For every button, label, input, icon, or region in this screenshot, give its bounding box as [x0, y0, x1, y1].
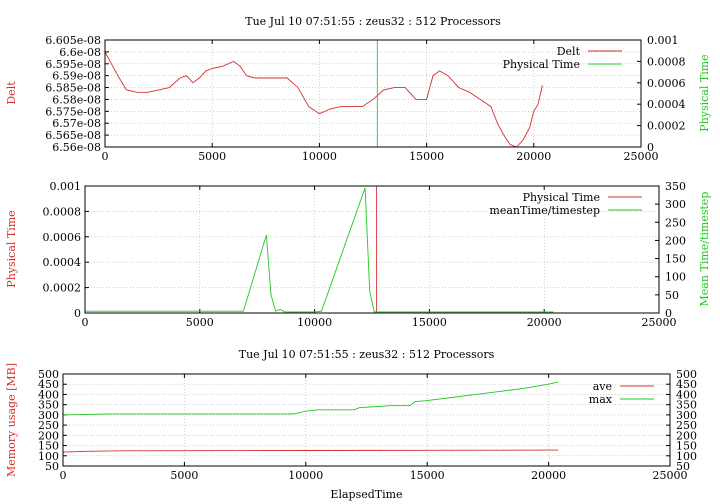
y2-tick-label: 0.0004	[647, 98, 686, 111]
y2-tick-label: 150	[676, 440, 697, 453]
y2-tick-label: 150	[665, 253, 686, 266]
x-tick-label: 10000	[288, 469, 323, 482]
y2-tick-label: 100	[665, 271, 686, 284]
y-tick-label: 6.57e-08	[52, 117, 101, 130]
x-tick-label: 0	[102, 150, 109, 163]
y2-axis-label: Physical Time	[698, 54, 711, 131]
y2-tick-label: 100	[676, 450, 697, 463]
y-tick-label: 0.0002	[43, 282, 82, 295]
y2-tick-label: 50	[665, 289, 679, 302]
y2-tick-label: 0.0006	[647, 77, 686, 90]
y-tick-label: 6.56e-08	[52, 141, 101, 154]
x-axis-label: ElapsedTime	[330, 488, 402, 501]
y-tick-label: 250	[38, 419, 59, 432]
chart-title: Tue Jul 10 07:51:55 : zeus32 : 512 Proce…	[239, 348, 495, 361]
legend-label: Physical Time	[503, 58, 580, 71]
x-tick-label: 15000	[410, 469, 445, 482]
y2-tick-label: 500	[676, 368, 697, 381]
x-tick-label: 5000	[198, 150, 226, 163]
x-tick-label: 25000	[653, 469, 688, 482]
y2-tick-label: 0.0008	[647, 55, 686, 68]
y-axis-label: Delt	[5, 81, 18, 105]
y-tick-label: 150	[38, 440, 59, 453]
y-tick-label: 350	[38, 399, 59, 412]
y2-tick-label: 350	[676, 399, 697, 412]
y-tick-label: 100	[38, 450, 59, 463]
y-tick-label: 0	[74, 307, 81, 320]
x-tick-label: 20000	[516, 150, 551, 163]
x-tick-label: 10000	[297, 316, 332, 329]
y-axis-label: Physical Time	[5, 210, 18, 287]
y2-tick-label: 250	[665, 216, 686, 229]
y2-tick-label: 200	[676, 429, 697, 442]
x-tick-label: 20000	[527, 316, 562, 329]
y2-tick-label: 300	[676, 409, 697, 422]
y-tick-label: 6.565e-08	[45, 129, 101, 142]
y2-tick-label: 0	[647, 141, 654, 154]
y-tick-label: 6.6e-08	[59, 46, 101, 59]
y-tick-label: 50	[45, 460, 59, 473]
y2-tick-label: 350	[665, 180, 686, 193]
y-tick-label: 0.0004	[43, 256, 82, 269]
y2-tick-label: 200	[665, 234, 686, 247]
y2-tick-label: 0.001	[647, 34, 679, 47]
y2-tick-label: 0	[665, 307, 672, 320]
legend-label: Delt	[557, 45, 581, 58]
y2-tick-label: 450	[676, 378, 697, 391]
plot-frame	[84, 185, 660, 314]
x-tick-label: 5000	[170, 469, 198, 482]
y2-tick-label: 250	[676, 419, 697, 432]
x-tick-label: 15000	[409, 150, 444, 163]
chart-title: Tue Jul 10 07:51:55 : zeus32 : 512 Proce…	[245, 15, 501, 28]
series-line-ave	[62, 449, 559, 453]
y-tick-label: 6.605e-08	[45, 34, 101, 47]
x-tick-label: 0	[60, 469, 67, 482]
legend-label: meanTime/timestep	[489, 204, 600, 217]
y2-tick-label: 50	[676, 460, 690, 473]
legend-label: Physical Time	[523, 191, 600, 204]
y2-tick-label: 400	[676, 388, 697, 401]
x-tick-label: 20000	[531, 469, 566, 482]
series-line-delt	[104, 51, 543, 148]
y-tick-label: 6.585e-08	[45, 82, 101, 95]
x-tick-label: 25000	[642, 316, 677, 329]
x-tick-label: 25000	[624, 150, 659, 163]
y-tick-label: 500	[38, 368, 59, 381]
x-tick-label: 15000	[412, 316, 447, 329]
y2-tick-label: 0.0002	[647, 120, 686, 133]
y-tick-label: 6.59e-08	[52, 70, 101, 83]
x-tick-label: 5000	[186, 316, 214, 329]
legend-label: ave	[593, 380, 612, 393]
x-tick-label: 0	[82, 316, 89, 329]
x-tick-label: 10000	[302, 150, 337, 163]
y-tick-label: 6.575e-08	[45, 105, 101, 118]
y-tick-label: 300	[38, 409, 59, 422]
y-tick-label: 450	[38, 378, 59, 391]
y-tick-label: 200	[38, 429, 59, 442]
y-tick-label: 6.595e-08	[45, 58, 101, 71]
y-tick-label: 400	[38, 388, 59, 401]
y-tick-label: 0.0008	[43, 205, 82, 218]
y-tick-label: 0.001	[50, 180, 82, 193]
y-tick-label: 6.58e-08	[52, 93, 101, 106]
series-line-max	[62, 381, 559, 416]
legend-label: max	[589, 393, 613, 406]
y2-axis-label: Mean Time/timestep	[698, 192, 711, 307]
plot-frame	[62, 373, 671, 467]
y-tick-label: 0.0006	[43, 231, 82, 244]
y-axis-label: Memory usage [MB]	[5, 363, 18, 477]
series-line-meantime-timestep	[85, 187, 554, 313]
plot-frame	[104, 39, 642, 148]
y2-tick-label: 300	[665, 198, 686, 211]
